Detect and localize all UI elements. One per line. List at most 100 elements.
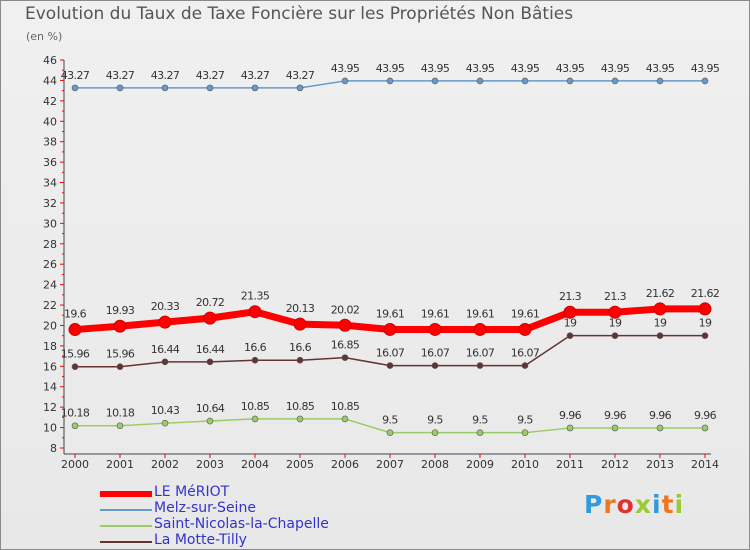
data-label: 10.85	[286, 400, 315, 413]
data-point	[431, 77, 439, 85]
data-point	[251, 356, 259, 364]
logo-letter: i	[674, 490, 685, 519]
data-label: 21.62	[646, 287, 675, 300]
logo-letter: P	[584, 490, 604, 519]
data-label: 15.96	[61, 348, 90, 361]
x-tick-label: 2005	[286, 458, 314, 471]
y-tick-label: 42	[43, 95, 57, 108]
data-point	[611, 332, 619, 339]
data-label: 19	[654, 317, 667, 330]
y-tick-label: 44	[43, 74, 57, 87]
data-label: 9.5	[472, 414, 488, 427]
data-label: 19	[564, 317, 577, 330]
data-label: 43.95	[421, 62, 450, 75]
data-label: 43.27	[106, 69, 135, 82]
data-label: 43.95	[691, 62, 720, 75]
data-point	[386, 362, 394, 369]
legend-label: Melz-sur-Seine	[154, 500, 256, 516]
x-tick-label: 2010	[511, 458, 539, 471]
data-point	[206, 417, 214, 425]
data-label: 19.93	[106, 304, 135, 317]
logo-letter: r	[603, 490, 617, 519]
data-label: 20.13	[286, 302, 315, 315]
legend-label: LE MéRIOT	[154, 484, 230, 500]
data-point	[476, 429, 484, 436]
data-point	[341, 354, 349, 361]
data-point	[431, 362, 439, 369]
data-point	[161, 358, 169, 366]
data-label: 43.95	[511, 62, 540, 75]
data-point	[161, 419, 169, 427]
x-tick-label: 2008	[421, 458, 449, 471]
data-point	[563, 305, 577, 319]
data-label: 43.95	[556, 62, 585, 75]
data-label: 43.95	[376, 62, 405, 75]
data-label: 10.43	[151, 404, 180, 417]
data-label: 43.27	[151, 69, 180, 82]
legend-swatch	[100, 525, 152, 527]
legend-label: La Motte-Tilly	[154, 532, 247, 548]
data-label: 20.33	[151, 300, 180, 313]
data-label: 43.27	[241, 69, 270, 82]
data-point	[116, 84, 124, 92]
data-point	[71, 84, 79, 92]
y-tick-label: 20	[43, 319, 57, 332]
data-label: 43.95	[331, 62, 360, 75]
y-tick-label: 34	[43, 177, 57, 190]
data-label: 21.35	[241, 290, 270, 303]
y-tick-label: 22	[43, 299, 57, 312]
data-label: 16.07	[421, 347, 450, 360]
data-label: 19.61	[466, 307, 495, 320]
data-point	[206, 358, 214, 366]
y-tick-label: 10	[43, 422, 57, 435]
line-chart: 8 10 12 14 16 18 20 22 24 26 28 30 32 34 36 38 40 42 44 46 2…	[43, 54, 720, 471]
data-label: 9.96	[559, 409, 582, 422]
data-label: 10.85	[331, 400, 360, 413]
data-point	[383, 322, 397, 336]
data-label: 9.96	[694, 409, 717, 422]
y-tick-label: 38	[43, 136, 57, 149]
data-label: 43.95	[646, 62, 675, 75]
data-point	[521, 429, 529, 436]
data-point	[656, 424, 664, 432]
data-point	[611, 77, 619, 85]
logo-letter: i	[652, 490, 662, 519]
legend-label: Saint-Nicolas-la-Chapelle	[154, 516, 329, 532]
y-tick-label: 8	[50, 442, 57, 455]
y-tick-label: 12	[43, 401, 57, 414]
data-label: 43.27	[61, 69, 90, 82]
x-tick-label: 2013	[646, 458, 674, 471]
data-point	[158, 315, 172, 329]
y-tick-label: 16	[43, 360, 57, 373]
data-label: 9.5	[382, 414, 398, 427]
data-label: 19.61	[376, 307, 405, 320]
y-tick-label: 30	[43, 217, 57, 230]
legend-swatch	[100, 491, 152, 497]
x-tick-label: 2003	[196, 458, 224, 471]
data-point	[293, 317, 307, 331]
data-label: 19.61	[421, 307, 450, 320]
data-label: 20.72	[196, 296, 225, 309]
data-label: 19	[699, 317, 712, 330]
legend-swatch	[100, 509, 152, 511]
data-point	[518, 322, 532, 336]
data-point	[611, 424, 619, 432]
data-label: 16.07	[511, 347, 540, 360]
data-label: 21.62	[691, 287, 720, 300]
x-tick-label: 2001	[106, 458, 134, 471]
data-label: 16.6	[289, 341, 312, 354]
legend-swatch	[100, 541, 152, 543]
data-label: 16.07	[376, 347, 405, 360]
data-point	[71, 422, 79, 430]
data-point	[116, 363, 124, 371]
data-label: 9.96	[604, 409, 627, 422]
data-label: 10.18	[61, 407, 90, 420]
x-tick-label: 2012	[601, 458, 629, 471]
data-point	[476, 77, 484, 85]
data-label: 43.95	[601, 62, 630, 75]
data-point	[71, 363, 79, 371]
data-point	[428, 322, 442, 336]
data-label: 9.96	[649, 409, 672, 422]
data-point	[341, 77, 349, 85]
